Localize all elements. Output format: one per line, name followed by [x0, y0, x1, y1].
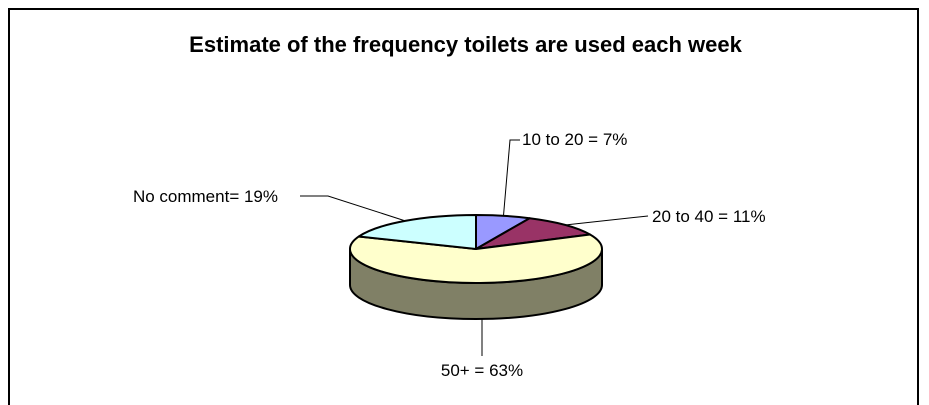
slice-label-no-comment-19: No comment= 19%	[133, 187, 278, 206]
slice-label-20-to-40-11: 20 to 40 = 11%	[652, 207, 766, 226]
pie-labels: 10 to 20 = 7% 20 to 40 = 11% 50+ = 63% No c…	[133, 130, 766, 380]
slice-label-10-to-20-7: 10 to 20 = 7%	[522, 130, 627, 149]
slice-label-50-63: 50+ = 63%	[441, 361, 523, 380]
chart-title: Estimate of the frequency toilets are us…	[189, 32, 742, 57]
leader-line-no-comment-19	[300, 195, 406, 222]
pie-top	[349, 214, 603, 284]
leader-line-10-to-20-7	[502, 139, 520, 216]
leader-line-20-to-40-11	[565, 215, 649, 226]
pie-leaders	[300, 139, 649, 356]
pie-slice-no-comment-19	[357, 214, 477, 250]
pie-slice-50-63	[349, 233, 603, 284]
chart-frame: Estimate of the frequency toilets are us…	[8, 8, 919, 405]
